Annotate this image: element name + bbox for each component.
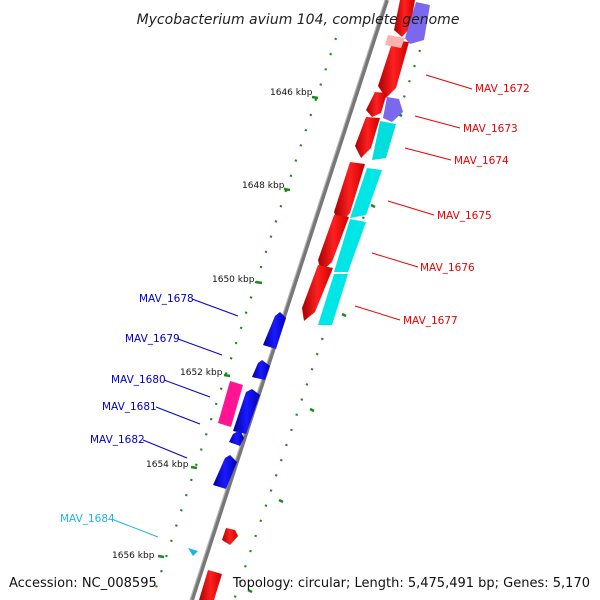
gene-feature	[366, 92, 387, 117]
gene-feature	[229, 430, 244, 446]
inner-dotted-ring	[150, 37, 338, 600]
tick-label: 1654 kbp	[146, 460, 189, 470]
gene-label: MAV_1682	[90, 434, 145, 446]
tick-labels: 1646 kbp 1648 kbp 1650 kbp 1652 kbp 1654…	[112, 88, 313, 561]
gene-feature	[385, 35, 405, 48]
accession-text: Accession: NC_008595	[9, 576, 157, 591]
tick-mark	[283, 187, 291, 192]
gene-feature	[252, 360, 270, 380]
backbone-highlight	[189, 0, 386, 600]
tick-mark	[190, 465, 198, 470]
leader-line	[425, 74, 473, 90]
gene-feature	[378, 40, 409, 98]
leader-line	[404, 147, 452, 161]
leader-line	[163, 379, 211, 398]
leader-line	[371, 252, 419, 268]
tick-label: 1652 kbp	[180, 368, 223, 378]
gene-feature	[199, 570, 222, 600]
gene-feature	[302, 265, 333, 321]
gene-label: MAV_1677	[403, 315, 458, 327]
gene-label: MAV_1673	[463, 123, 518, 135]
gene-feature	[318, 215, 349, 272]
reverse-strand-features	[213, 312, 286, 489]
gene-label: MAV_1675	[437, 210, 492, 222]
tick-mark	[278, 498, 284, 504]
leader-line	[155, 406, 201, 425]
gene-label: MAV_1679	[125, 333, 180, 345]
gene-feature	[355, 117, 380, 158]
gene-feature	[334, 162, 365, 225]
tick-label: 1646 kbp	[270, 88, 313, 98]
tick-mark	[341, 312, 347, 318]
gene-labels-right: MAV_1672 MAV_1673 MAV_1674 MAV_1675 MAV_…	[403, 83, 530, 327]
gene-feature	[263, 312, 286, 349]
map-title: Mycobacterium avium 104, complete genome	[137, 12, 460, 28]
inner-ring-line	[150, 37, 338, 600]
gene-feature	[372, 121, 396, 160]
gene-label: MAV_1681	[102, 401, 157, 413]
gene-feature	[334, 219, 366, 272]
leader-line	[414, 115, 461, 129]
leader-line	[177, 338, 223, 356]
gene-label: MAV_1672	[475, 83, 530, 95]
tick-mark	[309, 407, 315, 413]
genome-summary-text: Topology: circular; Length: 5,475,491 bp…	[232, 576, 590, 591]
tick-label: 1650 kbp	[212, 275, 255, 285]
genome-backbone	[189, 0, 389, 600]
gene-feature	[318, 274, 348, 325]
leader-line	[191, 298, 239, 317]
tick-mark	[157, 554, 165, 559]
gene-feature	[405, 2, 430, 44]
tick-marks	[157, 95, 403, 594]
tick-mark	[223, 373, 231, 378]
leader-line	[354, 305, 401, 321]
gene-label: MAV_1680	[111, 374, 166, 386]
leader-line	[142, 439, 188, 459]
gene-label: MAV_1674	[454, 155, 509, 167]
gene-feature	[350, 168, 382, 218]
gene-label: MAV_1684	[60, 513, 115, 525]
tick-mark	[370, 203, 376, 209]
gene-feature	[218, 381, 243, 427]
gene-feature	[222, 528, 238, 545]
tick-mark	[311, 95, 319, 100]
gene-feature	[213, 455, 237, 489]
tick-mark	[247, 588, 253, 594]
forward-strand-features	[199, 0, 415, 600]
backbone-line	[190, 0, 389, 600]
gene-label: MAV_1678	[139, 293, 194, 305]
tick-label: 1656 kbp	[112, 551, 155, 561]
label-leaders	[113, 74, 473, 538]
gene-labels-left: MAV_1678 MAV_1679 MAV_1680 MAV_1681 MAV_…	[60, 293, 194, 525]
gene-feature	[383, 97, 403, 122]
leader-line	[387, 200, 435, 216]
misc-features	[188, 2, 430, 556]
leader-line	[113, 519, 159, 538]
gene-label: MAV_1676	[420, 262, 475, 274]
gene-feature	[233, 389, 260, 434]
tick-mark	[255, 280, 263, 285]
gene-feature	[188, 548, 198, 556]
tick-label: 1648 kbp	[242, 181, 285, 191]
